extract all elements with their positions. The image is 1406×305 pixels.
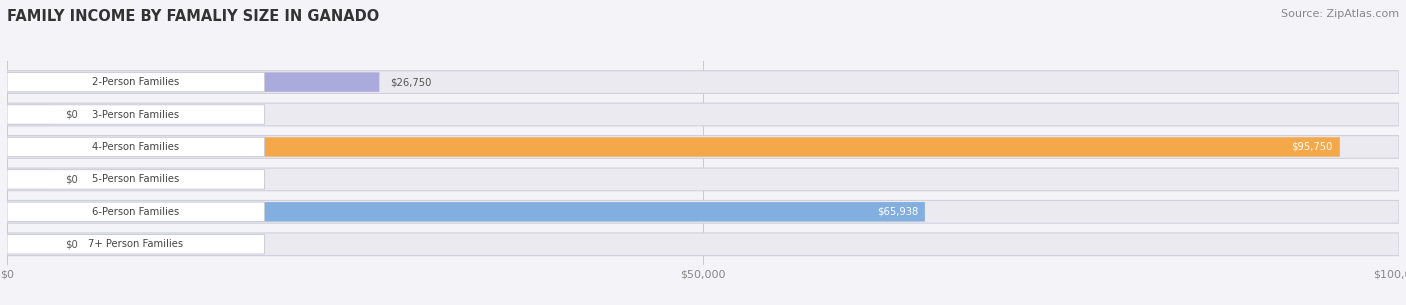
FancyBboxPatch shape (7, 168, 1399, 191)
Text: $0: $0 (66, 109, 79, 120)
Text: 2-Person Families: 2-Person Families (93, 77, 180, 87)
FancyBboxPatch shape (7, 202, 264, 221)
FancyBboxPatch shape (7, 71, 1399, 93)
FancyBboxPatch shape (7, 137, 1340, 157)
FancyBboxPatch shape (7, 105, 52, 124)
Text: 6-Person Families: 6-Person Families (93, 207, 180, 217)
FancyBboxPatch shape (7, 202, 925, 221)
Text: FAMILY INCOME BY FAMALIY SIZE IN GANADO: FAMILY INCOME BY FAMALIY SIZE IN GANADO (7, 9, 380, 24)
Text: 3-Person Families: 3-Person Families (93, 109, 180, 120)
FancyBboxPatch shape (7, 72, 380, 92)
FancyBboxPatch shape (7, 235, 52, 254)
Text: $65,938: $65,938 (876, 207, 918, 217)
FancyBboxPatch shape (7, 233, 1399, 256)
Text: $95,750: $95,750 (1292, 142, 1333, 152)
Text: $26,750: $26,750 (391, 77, 432, 87)
FancyBboxPatch shape (7, 200, 1399, 223)
FancyBboxPatch shape (7, 72, 264, 92)
Text: $0: $0 (66, 174, 79, 185)
FancyBboxPatch shape (7, 105, 264, 124)
Text: 4-Person Families: 4-Person Families (93, 142, 180, 152)
FancyBboxPatch shape (7, 103, 1399, 126)
FancyBboxPatch shape (7, 137, 264, 157)
FancyBboxPatch shape (7, 136, 1399, 158)
FancyBboxPatch shape (7, 170, 52, 189)
FancyBboxPatch shape (7, 235, 264, 254)
Text: 7+ Person Families: 7+ Person Families (89, 239, 183, 249)
Text: Source: ZipAtlas.com: Source: ZipAtlas.com (1281, 9, 1399, 19)
FancyBboxPatch shape (7, 170, 264, 189)
Text: 5-Person Families: 5-Person Families (93, 174, 180, 185)
Text: $0: $0 (66, 239, 79, 249)
